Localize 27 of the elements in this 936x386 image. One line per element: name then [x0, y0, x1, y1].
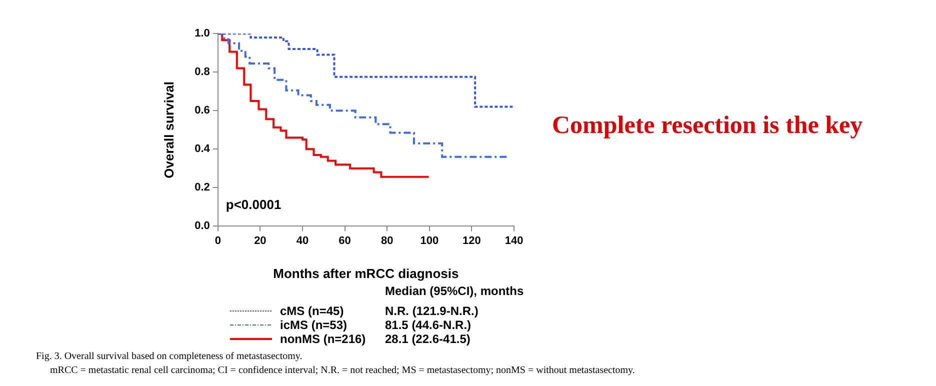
text: 81.5 (44.6-N.R.)	[385, 318, 472, 332]
x-tick-label: 40	[296, 234, 309, 247]
x-tick-label: 60	[338, 234, 351, 247]
x-tick-label: 0	[214, 234, 221, 247]
x-tick-label: 140	[504, 234, 524, 247]
y-tick-label: 0.4	[194, 143, 211, 156]
x-tick-label: 80	[380, 234, 394, 247]
y-tick-label: 1.0	[194, 28, 210, 40]
y-tick-label: 0.8	[194, 66, 210, 78]
x-tick-label: 20	[254, 234, 266, 247]
text: Complete resection is the key	[552, 112, 863, 140]
x-tick-label: 120	[462, 234, 481, 247]
y-axis-title: Overall survival	[161, 81, 176, 178]
y-tick-label: 0.0	[194, 220, 210, 232]
y-tick-label: 0.6	[194, 104, 210, 117]
text: N.R. (121.9-N.R.)	[385, 304, 478, 318]
caption: Fig. 3. Overall survival based on completeness of metastasectomy.	[36, 351, 302, 362]
legend-label: nonMS (n=216)	[280, 332, 367, 346]
text: 28.1 (22.6-41.5)	[385, 332, 470, 346]
x-axis-title: Months after mRCC diagnosis	[273, 266, 459, 281]
legend-label: cMS (n=45)	[280, 304, 345, 318]
y-tick-label: 0.2	[194, 182, 210, 194]
text: mRCC = metastatic renal cell carcinoma; CI = confidence interval; N.R. = not reached; MS = metastasectomy; nonMS = without metastasectomy.	[50, 365, 635, 376]
text: Median (95%CI), months	[385, 284, 524, 298]
x-tick-label: 100	[420, 234, 439, 247]
annotation: p<0.0001	[226, 197, 282, 212]
legend-label: icMS (n=53)	[280, 318, 348, 332]
